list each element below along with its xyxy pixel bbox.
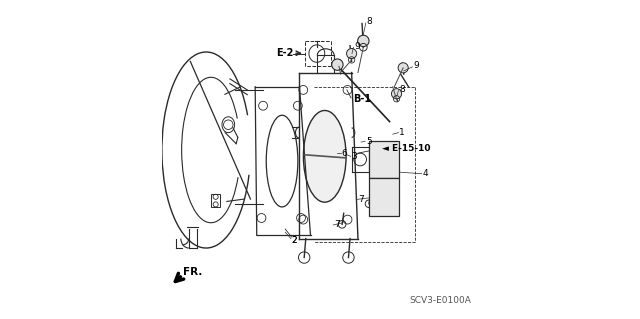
Text: 2: 2 [292, 236, 297, 245]
Text: 3: 3 [351, 152, 357, 161]
Polygon shape [369, 178, 399, 216]
Text: E-2: E-2 [276, 48, 293, 58]
Text: B-1: B-1 [353, 94, 371, 104]
Circle shape [385, 147, 397, 159]
Text: 8: 8 [399, 85, 405, 94]
Circle shape [347, 48, 356, 59]
Text: SCV3-E0100A: SCV3-E0100A [409, 296, 471, 305]
Text: 7: 7 [334, 220, 340, 229]
Circle shape [398, 63, 408, 73]
Text: 9: 9 [354, 42, 360, 51]
Circle shape [372, 183, 385, 196]
Text: 2: 2 [292, 236, 297, 245]
Text: FR.: FR. [184, 266, 203, 277]
Text: ◄ E-15-10: ◄ E-15-10 [381, 144, 430, 153]
Text: 1: 1 [399, 128, 405, 137]
Text: 6: 6 [342, 149, 348, 158]
Circle shape [358, 35, 369, 47]
Text: 7: 7 [358, 195, 364, 204]
Circle shape [392, 89, 401, 99]
Text: 5: 5 [366, 137, 372, 146]
Ellipse shape [303, 110, 346, 202]
Circle shape [332, 59, 343, 70]
Text: 4: 4 [423, 169, 428, 178]
Polygon shape [369, 141, 399, 178]
Text: 9: 9 [413, 61, 419, 70]
Circle shape [374, 147, 386, 159]
Text: 8: 8 [367, 18, 372, 26]
Circle shape [383, 183, 396, 196]
